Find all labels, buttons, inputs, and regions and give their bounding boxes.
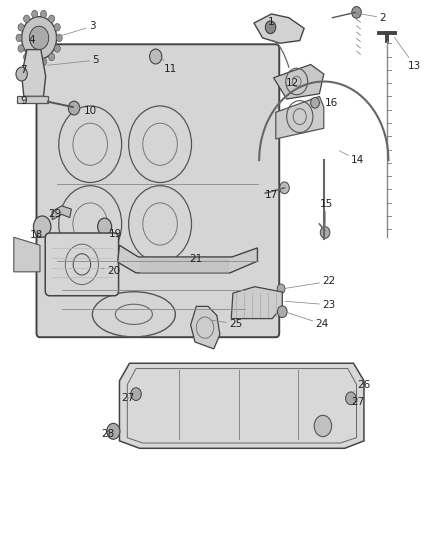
Circle shape	[18, 45, 24, 52]
Circle shape	[33, 216, 51, 237]
Text: 25: 25	[211, 319, 242, 329]
Text: 18: 18	[30, 230, 43, 240]
FancyBboxPatch shape	[45, 233, 119, 296]
Text: 27: 27	[122, 393, 135, 403]
Text: 16: 16	[321, 98, 338, 108]
Circle shape	[29, 26, 49, 50]
Circle shape	[278, 306, 287, 318]
Text: 19: 19	[106, 228, 122, 239]
Polygon shape	[52, 206, 71, 220]
Text: 29: 29	[49, 209, 62, 220]
Circle shape	[56, 34, 62, 42]
Text: 26: 26	[353, 379, 371, 392]
Text: 24: 24	[287, 312, 328, 329]
Circle shape	[16, 67, 27, 81]
Text: 5: 5	[47, 55, 99, 65]
Text: 4: 4	[29, 35, 35, 45]
Circle shape	[280, 182, 289, 193]
Text: 28: 28	[101, 429, 114, 439]
Text: 1: 1	[268, 17, 275, 27]
Text: 12: 12	[286, 78, 299, 88]
Circle shape	[265, 21, 276, 34]
Circle shape	[18, 23, 24, 31]
Circle shape	[32, 10, 38, 18]
Circle shape	[21, 17, 57, 59]
Text: 23: 23	[285, 300, 336, 310]
Circle shape	[54, 45, 60, 52]
Polygon shape	[274, 64, 324, 99]
Text: 21: 21	[190, 254, 203, 263]
Circle shape	[314, 415, 332, 437]
Polygon shape	[17, 96, 48, 103]
Circle shape	[16, 34, 22, 42]
Text: 13: 13	[394, 37, 421, 70]
Circle shape	[150, 49, 162, 64]
Polygon shape	[191, 306, 220, 349]
Polygon shape	[231, 287, 283, 319]
Circle shape	[311, 98, 319, 108]
Text: 15: 15	[319, 199, 332, 228]
Circle shape	[49, 53, 55, 61]
Polygon shape	[21, 50, 46, 96]
Circle shape	[24, 53, 30, 61]
Circle shape	[54, 23, 60, 31]
Text: 20: 20	[102, 266, 120, 276]
Text: 14: 14	[339, 151, 364, 165]
Polygon shape	[14, 237, 40, 272]
Circle shape	[277, 284, 285, 294]
Circle shape	[32, 58, 38, 66]
Circle shape	[49, 15, 55, 22]
Text: 22: 22	[285, 277, 336, 288]
Text: 11: 11	[160, 56, 177, 74]
Circle shape	[131, 387, 141, 400]
Polygon shape	[118, 245, 258, 273]
Circle shape	[107, 423, 120, 439]
Polygon shape	[276, 96, 324, 139]
Circle shape	[352, 6, 361, 18]
Text: 17: 17	[265, 189, 281, 200]
FancyBboxPatch shape	[36, 44, 279, 337]
Circle shape	[98, 218, 112, 235]
Circle shape	[320, 227, 330, 238]
Polygon shape	[254, 14, 304, 43]
Text: 9: 9	[20, 95, 27, 106]
Polygon shape	[120, 364, 364, 448]
Circle shape	[41, 58, 46, 66]
Circle shape	[41, 10, 46, 18]
Text: 27: 27	[351, 397, 364, 407]
Circle shape	[24, 15, 30, 22]
Text: 3: 3	[57, 21, 95, 37]
Circle shape	[68, 101, 80, 115]
Circle shape	[346, 392, 356, 405]
Text: 7: 7	[20, 65, 27, 75]
Text: 10: 10	[78, 106, 97, 116]
Text: 2: 2	[360, 13, 386, 23]
